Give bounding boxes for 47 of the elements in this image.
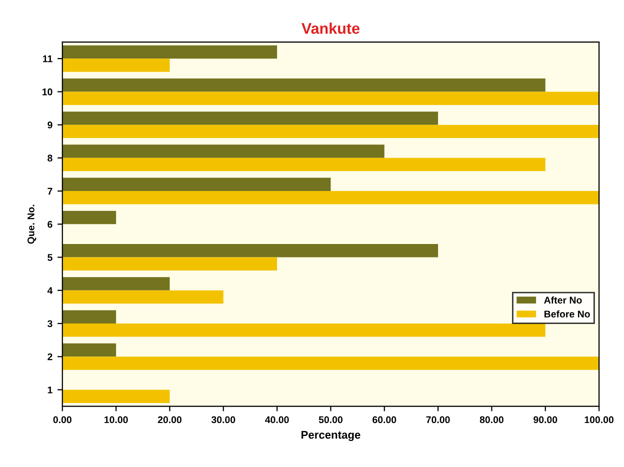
x-tick-label: 40.00 bbox=[265, 416, 289, 424]
bar bbox=[62, 58, 170, 72]
y-tick-label: 9 bbox=[48, 122, 52, 128]
y-tick-label: 5 bbox=[48, 254, 52, 261]
bar bbox=[62, 45, 278, 59]
bar bbox=[62, 244, 438, 258]
bar bbox=[62, 210, 116, 224]
x-tick-label: 20.00 bbox=[158, 416, 182, 424]
bar bbox=[62, 78, 546, 92]
bar bbox=[62, 191, 600, 204]
x-tick-label: 90.00 bbox=[534, 416, 558, 424]
bar bbox=[62, 277, 170, 290]
y-tick-label: 6 bbox=[48, 220, 52, 228]
legend-label: After No bbox=[544, 296, 582, 304]
bar bbox=[62, 178, 331, 192]
bar bbox=[62, 356, 600, 370]
x-tick-label: 0.00 bbox=[53, 416, 72, 424]
bar bbox=[62, 310, 116, 324]
x-axis-title: Percentage bbox=[302, 430, 360, 441]
x-tick-label: 100.00 bbox=[584, 416, 614, 424]
x-tick-label: 10.00 bbox=[104, 416, 128, 424]
y-tick-label: 11 bbox=[43, 55, 52, 62]
bar bbox=[62, 92, 600, 105]
y-tick-label: 2 bbox=[48, 353, 52, 360]
bar bbox=[62, 124, 600, 138]
x-tick-label: 70.00 bbox=[426, 416, 450, 424]
bar bbox=[62, 144, 384, 158]
y-tick-label: 1 bbox=[48, 386, 52, 394]
x-tick-label: 30.00 bbox=[211, 416, 236, 424]
bar bbox=[62, 158, 546, 172]
x-tick-label: 50.00 bbox=[318, 416, 342, 424]
bar bbox=[62, 343, 116, 357]
x-tick-label: 60.00 bbox=[372, 416, 396, 424]
bar bbox=[62, 290, 224, 304]
y-axis-title: Que. No. bbox=[28, 204, 36, 244]
bar bbox=[62, 112, 438, 125]
bar bbox=[62, 257, 278, 271]
bar bbox=[62, 390, 170, 403]
y-tick-label: 4 bbox=[47, 287, 53, 294]
legend-label: Before No bbox=[544, 310, 590, 318]
bar bbox=[62, 324, 546, 337]
y-tick-label: 8 bbox=[48, 154, 52, 162]
y-tick-label: 7 bbox=[48, 188, 52, 195]
chart-title: Vankute bbox=[302, 22, 360, 34]
x-tick-label: 80.00 bbox=[480, 416, 504, 424]
y-tick-label: 10 bbox=[42, 88, 52, 96]
y-tick-label: 3 bbox=[47, 320, 52, 328]
